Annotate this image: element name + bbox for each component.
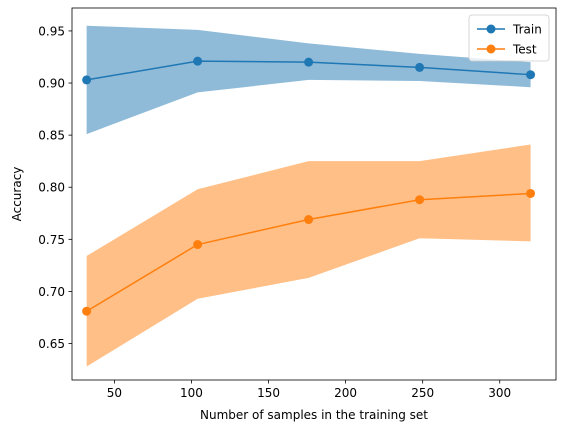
x-tick-label: 50 bbox=[107, 386, 122, 400]
y-tick-label: 0.75 bbox=[38, 233, 65, 247]
y-tick-label: 0.80 bbox=[38, 181, 65, 195]
train-point bbox=[526, 70, 536, 80]
test-point bbox=[304, 215, 314, 225]
legend: Train Test bbox=[468, 14, 550, 62]
test-point bbox=[82, 306, 92, 316]
legend-train-label: Train bbox=[512, 23, 542, 37]
train-std-band bbox=[86, 25, 531, 135]
y-tick-label: 0.65 bbox=[38, 337, 65, 351]
y-tick-label: 0.90 bbox=[38, 77, 65, 91]
train-point bbox=[82, 75, 92, 85]
y-tick-label: 0.70 bbox=[38, 285, 65, 299]
legend-test-label: Test bbox=[512, 43, 537, 57]
y-tick-label: 0.85 bbox=[38, 129, 65, 143]
series-points bbox=[82, 56, 536, 316]
train-point bbox=[415, 62, 425, 72]
train-point bbox=[193, 56, 203, 66]
legend-train-marker bbox=[486, 24, 496, 34]
x-tick-label: 300 bbox=[488, 386, 511, 400]
train-point bbox=[304, 57, 314, 67]
test-point bbox=[415, 195, 425, 205]
y-tick-label: 0.95 bbox=[38, 24, 65, 38]
test-point bbox=[193, 240, 203, 250]
y-axis-ticks: 0.65 0.70 0.75 0.80 0.85 0.90 0.95 bbox=[38, 24, 72, 351]
test-point bbox=[526, 188, 536, 198]
x-axis-title: Number of samples in the training set bbox=[200, 408, 428, 422]
x-tick-label: 100 bbox=[180, 386, 203, 400]
y-axis-title: Accuracy bbox=[10, 167, 24, 222]
plot-frame bbox=[71, 7, 557, 381]
x-tick-label: 150 bbox=[257, 386, 280, 400]
x-axis-ticks: 50 100 150 200 250 300 bbox=[107, 380, 511, 400]
test-std-band bbox=[86, 144, 531, 367]
std-bands bbox=[86, 25, 531, 367]
x-tick-label: 200 bbox=[334, 386, 357, 400]
legend-test-marker bbox=[486, 44, 496, 54]
x-tick-label: 250 bbox=[411, 386, 434, 400]
